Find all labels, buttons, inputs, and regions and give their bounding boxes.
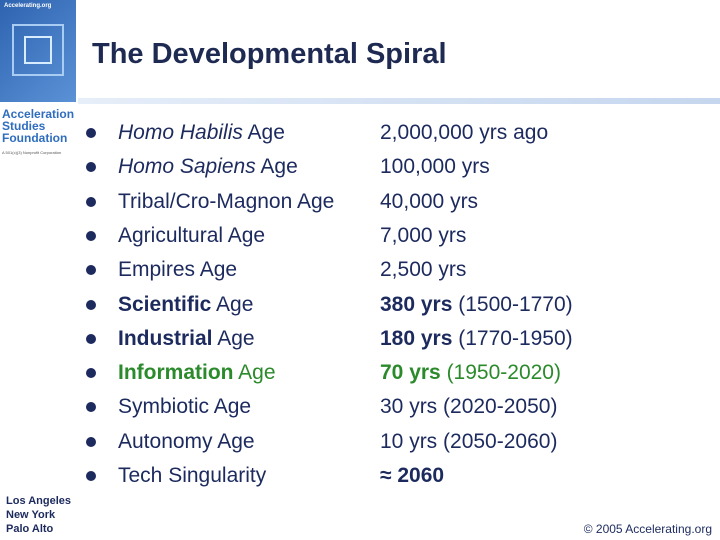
list-item: Scientific Age 380 yrs (1500-1770) — [82, 290, 712, 320]
item-value: 100,000 yrs — [380, 152, 490, 182]
name-segment: Age — [255, 155, 298, 179]
name-segment: Industrial — [118, 326, 213, 350]
bullet — [86, 128, 96, 138]
value-segment: (1500-1770) — [452, 292, 573, 316]
item-name: Autonomy Age — [118, 427, 255, 457]
item-value: 10 yrs (2050-2060) — [380, 427, 557, 457]
bullet — [86, 196, 96, 207]
list-item: Agricultural Age 7,000 yrs — [82, 221, 712, 251]
logo-mark — [24, 36, 52, 64]
location: New York — [6, 509, 56, 521]
list-item: Homo Habilis Age 2,000,000 yrs ago — [82, 118, 712, 148]
item-value: 7,000 yrs — [380, 221, 466, 251]
value-segment: 380 yrs — [380, 292, 453, 316]
bullet — [86, 299, 96, 310]
bullet — [86, 230, 96, 241]
logo-mark — [12, 24, 64, 76]
name-segment: Age — [233, 361, 276, 385]
item-name: Scientific Age — [118, 290, 253, 320]
item-value: 30 yrs (2020-2050) — [380, 392, 557, 422]
bullet — [86, 368, 96, 379]
item-name: Industrial Age — [118, 324, 255, 354]
item-name: Tribal/Cro-Magnon Age — [118, 187, 334, 217]
item-name: Tech Singularity — [118, 461, 266, 491]
footer: © 2005 Accelerating.org — [583, 522, 712, 536]
bullet — [86, 265, 96, 276]
org-line: Foundation — [2, 131, 68, 145]
org-line: Acceleration — [2, 107, 75, 121]
value-segment: 2,000,000 yrs ago — [380, 121, 549, 144]
value-segment: (1770-1950) — [452, 326, 573, 350]
location: Los Angeles — [6, 495, 71, 507]
item-name: Information Age — [118, 358, 276, 388]
bullet — [86, 436, 96, 447]
name-segment: Homo Sapiens — [118, 155, 256, 179]
item-name: Agricultural Age — [118, 221, 265, 251]
org-line: Studies — [2, 119, 46, 133]
name-segment: Scientific — [118, 292, 212, 316]
list-item: Information Age 70 yrs (1950-2020) — [82, 358, 712, 388]
bullet — [86, 471, 96, 481]
name-segment: Age — [211, 292, 254, 316]
value-segment: 40,000 yrs — [380, 189, 479, 213]
name-segment: Empires Age — [118, 258, 238, 282]
item-value: 2,000,000 yrs ago — [380, 118, 548, 148]
value-segment: 70 yrs — [380, 361, 441, 385]
list-item: Autonomy Age 10 yrs (2050-2060) — [82, 427, 712, 457]
logo-site: Accelerating.org — [4, 3, 52, 9]
list-item: Tech Singularity ≈ 2060 — [82, 461, 712, 491]
name-segment: Symbiotic Age — [118, 395, 252, 419]
name-segment: Information — [118, 361, 234, 385]
item-name: Homo Habilis Age — [118, 118, 285, 148]
item-value: 180 yrs (1770-1950) — [380, 324, 573, 354]
name-segment: Age — [242, 121, 285, 144]
value-segment: 100,000 yrs — [380, 155, 490, 179]
item-value: 380 yrs (1500-1770) — [380, 290, 573, 320]
name-segment: Homo Habilis — [118, 121, 243, 144]
org-name: Acceleration Studies Foundation — [2, 108, 74, 144]
value-segment: 180 yrs — [380, 326, 453, 350]
item-name: Symbiotic Age — [118, 392, 251, 422]
slide-title: The Developmental Spiral — [92, 38, 447, 70]
name-segment: Tribal/Cro-Magnon Age — [118, 189, 335, 213]
value-segment: 10 yrs (2050-2060) — [380, 429, 558, 453]
list-item: Homo Sapiens Age 100,000 yrs — [82, 152, 712, 182]
name-segment: Tech Singularity — [118, 464, 267, 487]
bullet — [86, 333, 96, 344]
name-segment: Age — [212, 326, 255, 350]
item-name: Homo Sapiens Age — [118, 152, 298, 182]
value-segment: ≈ 2060 — [380, 464, 445, 487]
item-value: 40,000 yrs — [380, 187, 478, 217]
locations: Los Angeles New York Palo Alto — [6, 494, 71, 536]
list-item: Industrial Age 180 yrs (1770-1950) — [82, 324, 712, 354]
value-segment: 2,500 yrs — [380, 258, 467, 282]
item-value: 2,500 yrs — [380, 255, 466, 285]
bullet — [86, 162, 96, 173]
tagline: A 501(c)(3) Nonprofit Corporation — [2, 150, 62, 155]
logo: Accelerating.org — [0, 0, 76, 102]
value-segment: 7,000 yrs — [380, 223, 467, 247]
item-value: ≈ 2060 — [380, 461, 444, 491]
item-value: 70 yrs (1950-2020) — [380, 358, 561, 388]
name-segment: Agricultural Age — [118, 223, 266, 247]
list-item: Tribal/Cro-Magnon Age 40,000 yrs — [82, 187, 712, 217]
value-segment: 30 yrs (2020-2050) — [380, 395, 558, 419]
item-name: Empires Age — [118, 255, 237, 285]
value-segment: (1950-2020) — [440, 361, 561, 385]
title-rule — [78, 98, 720, 104]
bullet — [86, 402, 96, 413]
list-item: Empires Age 2,500 yrs — [82, 255, 712, 285]
location: Palo Alto — [6, 523, 54, 535]
list-item: Symbiotic Age 30 yrs (2020-2050) — [82, 392, 712, 422]
name-segment: Autonomy Age — [118, 429, 255, 453]
